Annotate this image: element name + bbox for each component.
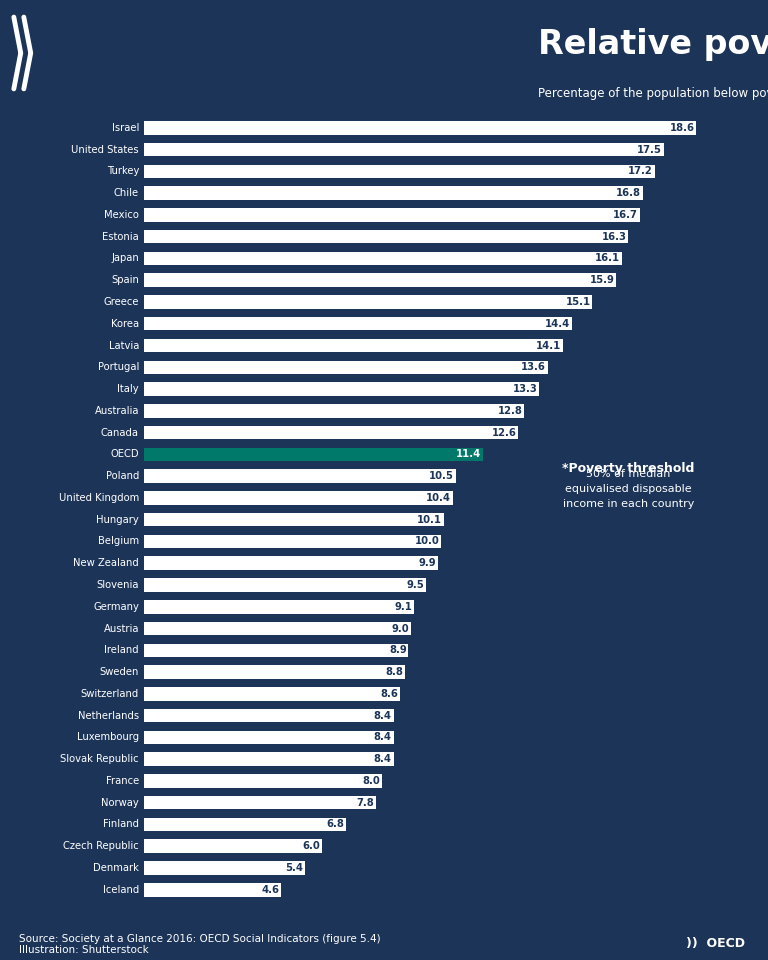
Text: France: France xyxy=(106,776,139,786)
Text: 7.8: 7.8 xyxy=(356,798,374,807)
Text: 18.6: 18.6 xyxy=(670,123,694,132)
Text: Spain: Spain xyxy=(111,276,139,285)
Bar xyxy=(144,252,622,265)
Text: Luxembourg: Luxembourg xyxy=(77,732,139,742)
Text: 6.8: 6.8 xyxy=(326,820,344,829)
Text: 13.6: 13.6 xyxy=(521,362,546,372)
Text: 9.9: 9.9 xyxy=(419,558,436,568)
Bar xyxy=(144,229,628,244)
Text: Netherlands: Netherlands xyxy=(78,710,139,721)
Bar xyxy=(144,818,346,831)
Text: Australia: Australia xyxy=(94,406,139,416)
Text: 12.6: 12.6 xyxy=(492,427,516,438)
Bar xyxy=(144,687,399,701)
Bar xyxy=(144,839,323,853)
Text: 14.1: 14.1 xyxy=(536,341,561,350)
Text: 16.7: 16.7 xyxy=(613,210,638,220)
Text: Israel: Israel xyxy=(111,123,139,132)
Text: 10.4: 10.4 xyxy=(426,492,451,503)
Text: 8.4: 8.4 xyxy=(374,710,392,721)
Bar xyxy=(144,447,482,461)
Text: Sweden: Sweden xyxy=(100,667,139,677)
Bar xyxy=(144,557,438,570)
Text: 9.0: 9.0 xyxy=(392,624,409,634)
Text: 8.4: 8.4 xyxy=(374,755,392,764)
Text: Relative poverty rates: Relative poverty rates xyxy=(538,28,768,60)
Text: Mexico: Mexico xyxy=(104,210,139,220)
Text: Denmark: Denmark xyxy=(93,863,139,873)
Bar xyxy=(144,164,655,179)
Text: 5.4: 5.4 xyxy=(285,863,303,873)
Text: Finland: Finland xyxy=(103,820,139,829)
Text: 16.8: 16.8 xyxy=(616,188,641,198)
Text: 10.5: 10.5 xyxy=(429,471,454,481)
Text: OECD: OECD xyxy=(111,449,139,460)
Text: Source: Society at a Glance 2016: OECD Social Indicators (figure 5.4)
Illustrati: Source: Society at a Glance 2016: OECD S… xyxy=(19,933,381,955)
Text: Hungary: Hungary xyxy=(96,515,139,525)
Text: 8.6: 8.6 xyxy=(380,689,398,699)
Text: Turkey: Turkey xyxy=(107,166,139,177)
Text: Switzerland: Switzerland xyxy=(81,689,139,699)
Bar xyxy=(144,121,697,134)
Bar xyxy=(144,274,616,287)
Text: 8.4: 8.4 xyxy=(374,732,392,742)
Text: 15.9: 15.9 xyxy=(590,276,614,285)
Text: Percentage of the population below poverty threshold* (2014 or nearest year): Percentage of the population below pover… xyxy=(538,87,768,101)
Bar xyxy=(144,296,592,309)
Text: Belgium: Belgium xyxy=(98,537,139,546)
Bar xyxy=(144,535,441,548)
Bar xyxy=(144,774,382,787)
Bar xyxy=(144,643,409,657)
Text: Italy: Italy xyxy=(118,384,139,394)
Text: 4.6: 4.6 xyxy=(261,885,279,895)
Text: 9.1: 9.1 xyxy=(395,602,412,612)
Text: Latvia: Latvia xyxy=(108,341,139,350)
Text: Norway: Norway xyxy=(101,798,139,807)
Text: 14.4: 14.4 xyxy=(545,319,570,328)
Text: Iceland: Iceland xyxy=(103,885,139,895)
Bar xyxy=(144,426,518,440)
Text: Austria: Austria xyxy=(104,624,139,634)
Text: 8.0: 8.0 xyxy=(362,776,380,786)
Bar xyxy=(144,753,394,766)
Bar xyxy=(144,382,539,396)
Bar xyxy=(144,861,305,875)
Text: 50% of median
equivalised disposable
income in each country: 50% of median equivalised disposable inc… xyxy=(563,469,694,509)
Text: United States: United States xyxy=(71,145,139,155)
Bar xyxy=(144,513,444,526)
Bar xyxy=(144,469,456,483)
Bar xyxy=(144,492,453,505)
Bar xyxy=(144,731,394,744)
Text: 10.0: 10.0 xyxy=(415,537,439,546)
Bar xyxy=(144,578,426,591)
Text: Korea: Korea xyxy=(111,319,139,328)
Text: 12.8: 12.8 xyxy=(498,406,522,416)
Bar xyxy=(144,361,548,374)
Bar xyxy=(144,708,394,722)
Bar xyxy=(144,317,571,330)
Text: Poland: Poland xyxy=(106,471,139,481)
Text: 16.3: 16.3 xyxy=(601,231,626,242)
Text: 8.9: 8.9 xyxy=(389,645,407,656)
Text: Greece: Greece xyxy=(104,297,139,307)
Text: 9.5: 9.5 xyxy=(407,580,425,590)
Text: Portugal: Portugal xyxy=(98,362,139,372)
Text: 17.2: 17.2 xyxy=(628,166,653,177)
Bar xyxy=(144,143,664,156)
Bar xyxy=(144,404,525,418)
Text: Canada: Canada xyxy=(101,427,139,438)
Text: 17.5: 17.5 xyxy=(637,145,662,155)
Bar xyxy=(144,622,412,636)
Text: Chile: Chile xyxy=(114,188,139,198)
Text: 10.1: 10.1 xyxy=(417,515,442,525)
Text: Czech Republic: Czech Republic xyxy=(63,841,139,852)
Text: *Poverty threshold: *Poverty threshold xyxy=(562,462,695,474)
Text: Estonia: Estonia xyxy=(102,231,139,242)
Text: ))  OECD: )) OECD xyxy=(686,937,745,950)
Bar xyxy=(144,665,406,679)
Text: 13.3: 13.3 xyxy=(512,384,537,394)
Bar xyxy=(144,796,376,809)
Bar xyxy=(144,186,643,200)
Text: Slovak Republic: Slovak Republic xyxy=(61,755,139,764)
Text: 15.1: 15.1 xyxy=(565,297,591,307)
